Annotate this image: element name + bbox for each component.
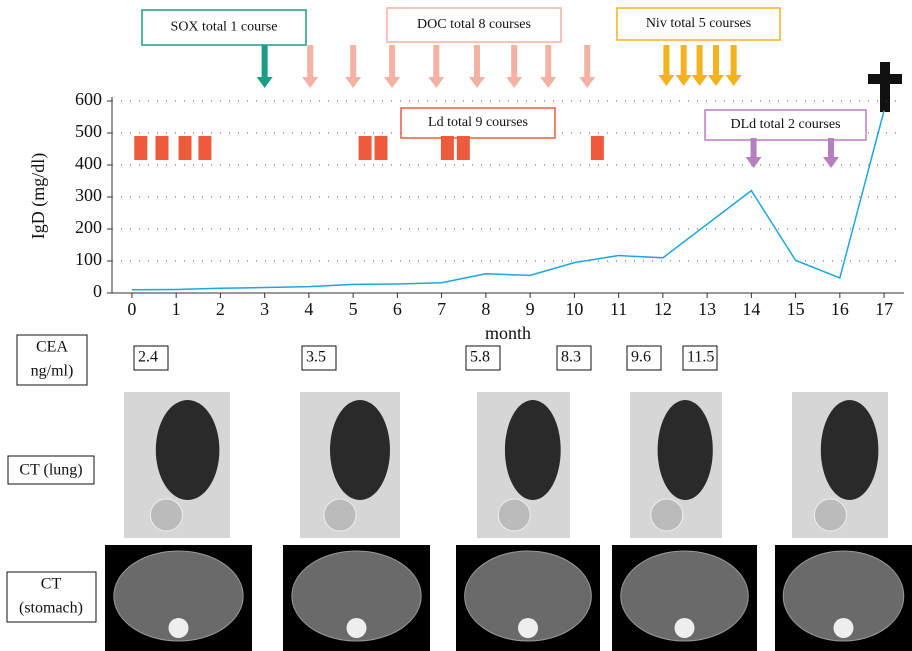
- y-tick-label: 300: [75, 185, 102, 205]
- x-tick-label: 1: [172, 299, 181, 319]
- x-tick-label: 16: [831, 299, 849, 319]
- spine: [814, 499, 846, 531]
- course-arrow: [506, 45, 522, 88]
- spine: [150, 499, 182, 531]
- x-tick-label: 2: [216, 299, 225, 319]
- vertebra: [834, 618, 854, 638]
- x-tick-label: 17: [875, 299, 893, 319]
- treatment-label: DLd total 2 courses: [730, 117, 840, 132]
- course-arrow: [726, 45, 742, 86]
- cea-value: 8.3: [561, 349, 581, 366]
- x-tick-label: 14: [742, 299, 760, 319]
- ld-course: [591, 136, 604, 160]
- x-tick-label: 6: [393, 299, 402, 319]
- cea-value: 5.8: [470, 349, 490, 366]
- ct-stomach-label: (stomach): [19, 600, 83, 617]
- x-tick-label: 11: [610, 299, 627, 319]
- figure: IgD (mg/dl) month CEA ng/ml) CT (lung) C…: [0, 0, 912, 651]
- course-arrow: [746, 138, 762, 168]
- x-tick-label: 7: [437, 299, 446, 319]
- ct-images: [105, 392, 912, 651]
- vertebra: [675, 618, 695, 638]
- y-tick-label: 100: [75, 249, 102, 269]
- spine: [651, 499, 683, 531]
- course-arrow: [428, 45, 444, 88]
- lung-field: [821, 400, 879, 500]
- x-axis-label: month: [485, 323, 531, 343]
- treatment-label: SOX total 1 course: [171, 20, 278, 35]
- cea-label: ng/ml): [31, 363, 74, 380]
- x-tick-label: 15: [787, 299, 805, 319]
- y-axis-label: IgD (mg/dl): [28, 153, 49, 239]
- ld-course: [457, 136, 470, 160]
- course-arrow: [302, 45, 318, 88]
- lung-field: [658, 400, 713, 500]
- lung-field: [156, 400, 220, 500]
- cea-label: CEA: [36, 339, 68, 356]
- x-tick-label: 10: [565, 299, 583, 319]
- ld-course: [359, 136, 372, 160]
- x-tick-label: 5: [349, 299, 358, 319]
- cea-value: 9.6: [631, 349, 651, 366]
- course-arrow: [257, 45, 273, 88]
- spine: [498, 499, 530, 531]
- y-tick-label: 500: [75, 121, 102, 141]
- course-arrow: [676, 45, 692, 86]
- course-arrow: [469, 45, 485, 88]
- course-arrow: [708, 45, 724, 86]
- y-tick-label: 200: [75, 217, 102, 237]
- y-tick-label: 400: [75, 153, 102, 173]
- treatment-label: Niv total 5 courses: [646, 16, 751, 31]
- cea-value: 3.5: [306, 349, 326, 366]
- x-tick-label: 4: [304, 299, 313, 319]
- lung-field: [330, 400, 390, 500]
- death-cross: [868, 62, 902, 112]
- ld-course: [375, 136, 388, 160]
- lung-field: [505, 400, 561, 500]
- treatment-label: DOC total 8 courses: [417, 17, 531, 32]
- x-tick-label: 0: [127, 299, 136, 319]
- course-arrow: [692, 45, 708, 86]
- vertebra: [347, 618, 367, 638]
- y-tick-label: 600: [75, 89, 102, 109]
- course-arrow: [384, 45, 400, 88]
- vertebra: [169, 618, 189, 638]
- course-arrow: [540, 45, 556, 88]
- spine: [324, 499, 356, 531]
- cea-value: 2.4: [138, 349, 158, 366]
- ld-course: [155, 136, 168, 160]
- y-tick-label: 0: [93, 281, 102, 301]
- x-tick-label: 12: [654, 299, 672, 319]
- ld-course: [198, 136, 211, 160]
- course-arrow: [345, 45, 361, 88]
- ct-lung-label: CT (lung): [19, 462, 82, 479]
- course-arrow: [579, 45, 595, 88]
- course-arrow: [658, 45, 674, 86]
- ct-stomach-label: CT: [41, 576, 62, 593]
- ld-course: [134, 136, 147, 160]
- ld-course: [179, 136, 192, 160]
- treatment-label: Ld total 9 courses: [428, 115, 528, 130]
- ld-course: [441, 136, 454, 160]
- vertebra: [518, 618, 538, 638]
- x-tick-label: 9: [526, 299, 535, 319]
- cea-value: 11.5: [687, 349, 714, 366]
- course-arrow: [823, 138, 839, 168]
- x-tick-label: 8: [481, 299, 490, 319]
- x-tick-label: 3: [260, 299, 269, 319]
- x-tick-label: 13: [698, 299, 716, 319]
